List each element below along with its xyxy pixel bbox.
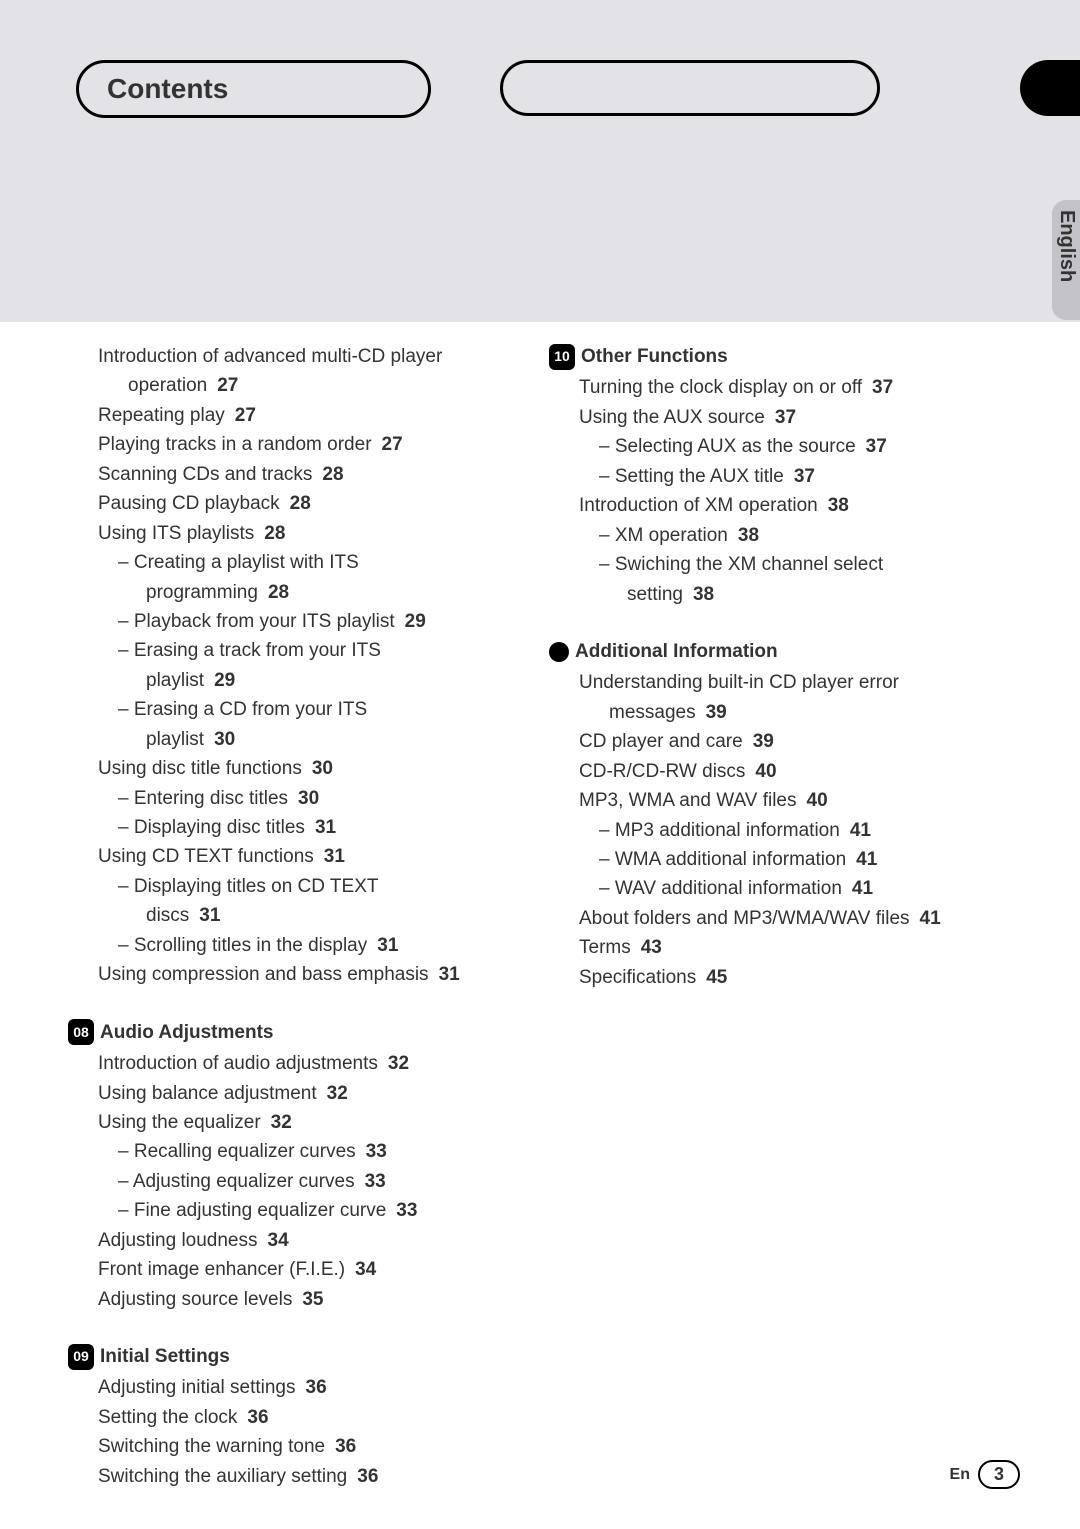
toc-entry: Terms43 — [579, 933, 1020, 962]
toc-subentry: – Adjusting equalizer curves33 — [98, 1167, 539, 1196]
section-title: Additional Information — [575, 637, 778, 666]
toc-entry: Switching the auxiliary setting36 — [98, 1462, 539, 1491]
section-badge: 09 — [68, 1344, 94, 1370]
toc-entry: Using CD TEXT functions31 — [98, 842, 539, 871]
toc-entry: Setting the clock36 — [98, 1403, 539, 1432]
footer-lang: En — [950, 1466, 970, 1484]
toc-entry: Introduction of audio adjustments32 — [98, 1049, 539, 1078]
section-head-10: 10 Other Functions — [549, 342, 1020, 371]
toc-entry: CD player and care39 — [579, 727, 1020, 756]
toc-subentry: – Displaying titles on CD TEXT — [98, 872, 539, 901]
toc-entry: Switching the warning tone36 — [98, 1432, 539, 1461]
toc-subentry: – Displaying disc titles31 — [98, 813, 539, 842]
toc-subentry: – MP3 additional information41 — [579, 816, 1020, 845]
toc-subentry: – Setting the AUX title37 — [579, 462, 1020, 491]
toc-entry: Repeating play27 — [98, 401, 539, 430]
toc-entry: Specifications45 — [579, 963, 1020, 992]
section-badge: 10 — [549, 344, 575, 370]
toc-subentry-wrap: discs31 — [98, 901, 539, 930]
toc-entry: Using the AUX source37 — [579, 403, 1020, 432]
toc-subentry: – XM operation38 — [579, 521, 1020, 550]
toc-entry-wrap: operation27 — [98, 371, 539, 400]
toc-subentry: – Selecting AUX as the source37 — [579, 432, 1020, 461]
section-title: Initial Settings — [100, 1342, 230, 1371]
toc-entry: MP3, WMA and WAV files40 — [579, 786, 1020, 815]
section-badge: 08 — [68, 1019, 94, 1045]
toc-subentry: – Playback from your ITS playlist29 — [98, 607, 539, 636]
toc-subentry: – Creating a playlist with ITS — [98, 548, 539, 577]
toc-subentry: – WMA additional information41 — [579, 845, 1020, 874]
toc-entry: Adjusting source levels35 — [98, 1285, 539, 1314]
toc-subentry: – Fine adjusting equalizer curve33 — [98, 1196, 539, 1225]
toc-subentry: – Erasing a track from your ITS — [98, 636, 539, 665]
toc-entry: Using compression and bass emphasis31 — [98, 960, 539, 989]
toc-entry: Adjusting initial settings36 — [98, 1373, 539, 1402]
header-black-tab — [1020, 60, 1080, 116]
toc-subentry-wrap: playlist29 — [98, 666, 539, 695]
toc-entry: Understanding built-in CD player error — [579, 668, 1020, 697]
toc-subentry-wrap: playlist30 — [98, 725, 539, 754]
left-column: Introduction of advanced multi-CD player… — [98, 342, 539, 1491]
toc-entry: Front image enhancer (F.I.E.)34 — [98, 1255, 539, 1284]
page-footer: En 3 — [950, 1460, 1020, 1489]
section-head-08: 08 Audio Adjustments — [68, 1018, 539, 1047]
toc-entry: Playing tracks in a random order27 — [98, 430, 539, 459]
toc-entry: Pausing CD playback28 — [98, 489, 539, 518]
toc-entry: Introduction of advanced multi-CD player — [98, 342, 539, 371]
toc-entry: Scanning CDs and tracks28 — [98, 460, 539, 489]
section-head-09: 09 Initial Settings — [68, 1342, 539, 1371]
section-head-additional: Additional Information — [549, 637, 1020, 666]
toc-content: Introduction of advanced multi-CD player… — [0, 322, 1080, 1491]
section-title: Other Functions — [581, 342, 728, 371]
page-title: Contents — [107, 73, 228, 104]
right-column: 10 Other Functions Turning the clock dis… — [579, 342, 1020, 1491]
toc-entry: CD-R/CD-RW discs40 — [579, 757, 1020, 786]
toc-entry: Using disc title functions30 — [98, 754, 539, 783]
toc-entry: Introduction of XM operation38 — [579, 491, 1020, 520]
toc-entry: About folders and MP3/WMA/WAV files41 — [579, 904, 1020, 933]
toc-subentry: – Scrolling titles in the display31 — [98, 931, 539, 960]
toc-entry: Using ITS playlists28 — [98, 519, 539, 548]
toc-entry: Using the equalizer32 — [98, 1108, 539, 1137]
toc-subentry-wrap: setting38 — [579, 580, 1020, 609]
language-label: English — [1055, 210, 1078, 282]
toc-subentry: – WAV additional information41 — [579, 874, 1020, 903]
toc-entry: Using balance adjustment32 — [98, 1079, 539, 1108]
toc-subentry: – Recalling equalizer curves33 — [98, 1137, 539, 1166]
toc-subentry: – Swiching the XM channel select — [579, 550, 1020, 579]
title-bubble: Contents — [76, 60, 431, 118]
toc-entry: Turning the clock display on or off37 — [579, 373, 1020, 402]
header-second-bubble — [500, 60, 880, 116]
toc-entry-wrap: messages39 — [579, 698, 1020, 727]
footer-page-number: 3 — [978, 1460, 1020, 1489]
toc-subentry-wrap: programming28 — [98, 578, 539, 607]
toc-subentry: – Entering disc titles30 — [98, 784, 539, 813]
page-header: Contents English — [0, 0, 1080, 322]
toc-subentry: – Erasing a CD from your ITS — [98, 695, 539, 724]
toc-entry: Adjusting loudness34 — [98, 1226, 539, 1255]
section-badge-circle — [549, 642, 569, 662]
section-title: Audio Adjustments — [100, 1018, 273, 1047]
